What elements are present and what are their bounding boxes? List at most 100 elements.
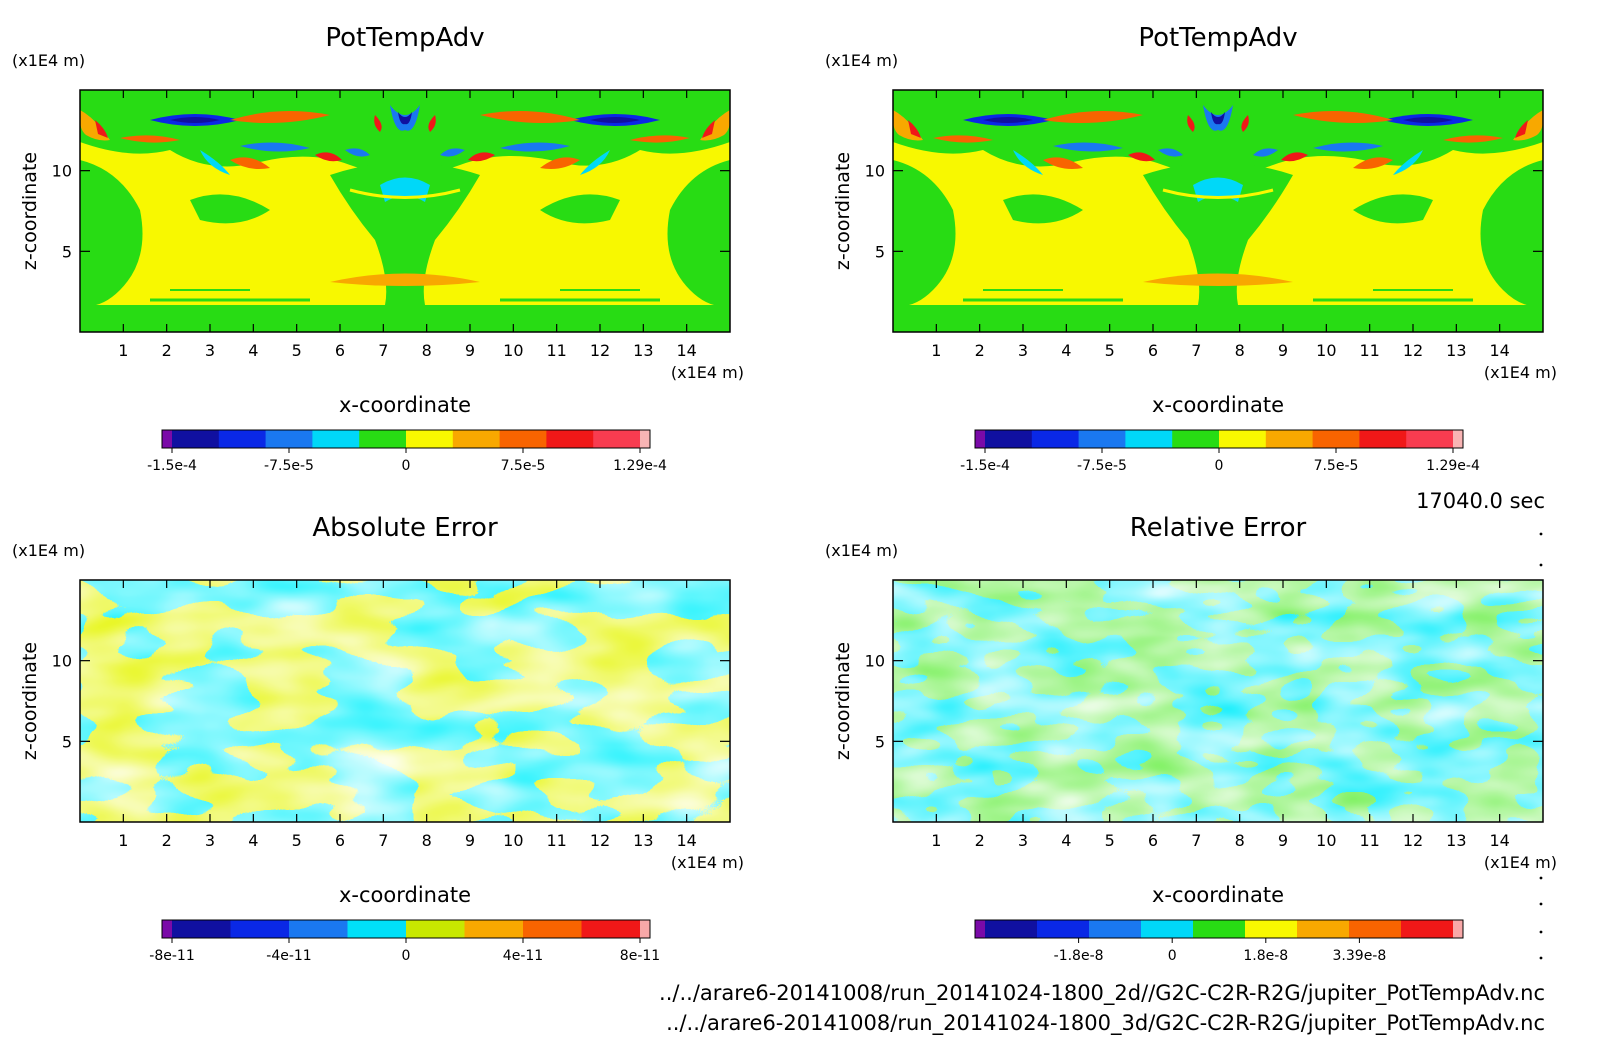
x-tick-label: 7 — [378, 341, 388, 360]
x-tick-label: 2 — [162, 831, 172, 850]
x-tick-label: 13 — [1446, 831, 1466, 850]
colorbar-swatch — [1125, 430, 1173, 448]
margin-dots — [1539, 532, 1543, 960]
colorbar-tick-label: 0 — [1215, 458, 1224, 474]
colorbar: -8e-11 -4e-11 0 4e-11 8e-11 — [149, 919, 660, 964]
colorbar-tick-label: 8e-11 — [620, 948, 660, 964]
colorbar-tick-label: 3.39e-8 — [1333, 948, 1387, 964]
colorbar-swatch — [1453, 920, 1464, 938]
y-unit-label: (x1E4 m) — [825, 51, 898, 70]
colorbar-swatch — [523, 920, 582, 938]
x-tick-label: 14 — [1489, 341, 1509, 360]
x-tick-label: 13 — [633, 831, 653, 850]
colorbar-swatch — [1078, 430, 1126, 448]
x-tick-label: 10 — [503, 831, 523, 850]
x-tick-label: 12 — [590, 341, 610, 360]
colorbar-swatch — [640, 430, 651, 448]
x-tick-label: 12 — [1403, 831, 1423, 850]
x-tick-label: 4 — [1061, 341, 1071, 360]
colorbar-swatch — [1312, 430, 1360, 448]
x-tick-marks: 1 2 3 4 5 6 7 8 9 10 11 12 13 14 — [931, 580, 1510, 850]
y-axis-label: z-coordinate — [832, 152, 854, 270]
y-unit-label: (x1E4 m) — [825, 541, 898, 560]
x-unit-label: (x1E4 m) — [1484, 363, 1557, 382]
x-tick-label: 14 — [676, 831, 696, 850]
colorbar-swatch — [1172, 430, 1220, 448]
x-tick-label: 1 — [931, 341, 941, 360]
y-tick-label: 10 — [52, 162, 72, 181]
colorbar-swatch — [406, 920, 465, 938]
x-tick-label: 11 — [546, 341, 566, 360]
colorbar-swatch — [265, 430, 313, 448]
x-tick-label: 5 — [1105, 831, 1115, 850]
colorbar-swatch — [1406, 430, 1454, 448]
x-tick-label: 8 — [422, 831, 432, 850]
colorbar-tick-label: 1.29e-4 — [613, 458, 667, 474]
x-tick-marks: 1 2 3 4 5 6 7 8 9 10 11 12 13 14 — [118, 90, 697, 360]
y-tick-label: 5 — [62, 242, 72, 261]
y-tick-marks: 5 10 — [52, 162, 730, 261]
x-axis-label: x-coordinate — [339, 883, 471, 907]
x-tick-label: 9 — [1278, 341, 1288, 360]
x-tick-marks: 1 2 3 4 5 6 7 8 9 10 11 12 13 14 — [118, 580, 697, 850]
panel-relative-error: 1 2 3 4 5 6 7 8 9 10 11 12 13 14 510 Relative Error (… — [825, 513, 1557, 964]
colorbar-swatch — [162, 920, 173, 938]
plot-frame — [79, 89, 731, 333]
x-tick-label: 3 — [205, 831, 215, 850]
x-tick-label: 2 — [162, 341, 172, 360]
x-tick-label: 4 — [248, 831, 258, 850]
x-tick-label: 7 — [378, 831, 388, 850]
colorbar-swatch — [593, 430, 641, 448]
x-tick-label: 14 — [1489, 831, 1509, 850]
y-tick-label: 10 — [865, 652, 885, 671]
x-tick-label: 4 — [1061, 831, 1071, 850]
colorbar-tick-label: 1.29e-4 — [1426, 458, 1480, 474]
y-tick-marks: 5 10 — [865, 652, 1543, 751]
plot-frame — [892, 579, 1544, 823]
x-tick-label: 6 — [1148, 831, 1158, 850]
colorbar-swatch — [230, 920, 290, 938]
time-label: 17040.0 sec — [1416, 489, 1545, 513]
x-axis-label: x-coordinate — [1152, 883, 1284, 907]
panel-absolute-error: 1 2 3 4 5 6 7 8 9 10 11 12 13 14 510 Absolute Error (… — [12, 513, 744, 964]
colorbar-swatch — [172, 920, 231, 938]
x-tick-label: 5 — [1105, 341, 1115, 360]
x-axis-label: x-coordinate — [1152, 393, 1284, 417]
x-tick-label: 1 — [118, 831, 128, 850]
plot-frame — [892, 89, 1544, 333]
colorbar: -1.5e-4 -7.5e-5 0 7.5e-5 1.29e-4 — [147, 429, 667, 474]
colorbar-tick-label: -1.5e-4 — [960, 458, 1010, 474]
colorbar-tick-label: 7.5e-5 — [1314, 458, 1359, 474]
colorbar-swatch — [1141, 920, 1194, 938]
colorbar-swatch — [406, 430, 454, 448]
colorbar-tick-label: 0 — [402, 948, 411, 964]
colorbar-swatch — [289, 920, 348, 938]
x-tick-label: 9 — [465, 831, 475, 850]
x-tick-label: 5 — [292, 831, 302, 850]
y-axis-label: z-coordinate — [19, 152, 41, 270]
y-unit-label: (x1E4 m) — [12, 541, 85, 560]
x-tick-label: 8 — [1235, 341, 1245, 360]
x-unit-label: (x1E4 m) — [671, 853, 744, 872]
colorbar-swatch — [581, 920, 641, 938]
contour-field — [80, 580, 730, 822]
x-tick-label: 6 — [335, 831, 345, 850]
y-tick-label: 5 — [875, 732, 885, 751]
x-tick-label: 4 — [248, 341, 258, 360]
x-unit-label: (x1E4 m) — [671, 363, 744, 382]
x-tick-label: 10 — [1316, 831, 1336, 850]
colorbar-tick-label: 0 — [1168, 948, 1177, 964]
panel-pottempadv-right: 1 2 3 4 5 6 7 8 9 10 11 12 13 14 510 PotTempAdv (x1E4… — [825, 23, 1557, 474]
colorbar-tick-label: -1.8e-8 — [1054, 948, 1104, 964]
colorbar-swatch — [546, 430, 594, 448]
colorbar-swatch — [1193, 920, 1246, 938]
colorbar-swatch — [347, 920, 407, 938]
colorbar-swatch — [985, 920, 1038, 938]
x-tick-label: 9 — [465, 341, 475, 360]
contour-field — [78, 88, 732, 334]
colorbar-tick-label: 0 — [402, 458, 411, 474]
colorbar-tick-label: -1.5e-4 — [147, 458, 197, 474]
colorbar-swatch — [1031, 430, 1080, 448]
x-tick-label: 1 — [118, 341, 128, 360]
